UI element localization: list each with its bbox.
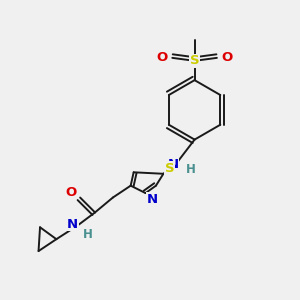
Text: O: O xyxy=(222,51,233,64)
Text: S: S xyxy=(165,162,175,175)
Text: H: H xyxy=(82,228,92,241)
Text: N: N xyxy=(67,218,78,231)
Text: O: O xyxy=(66,186,77,199)
Text: H: H xyxy=(186,163,196,176)
Text: N: N xyxy=(167,158,178,171)
Text: O: O xyxy=(156,51,167,64)
Text: N: N xyxy=(146,193,158,206)
Text: S: S xyxy=(190,54,200,67)
